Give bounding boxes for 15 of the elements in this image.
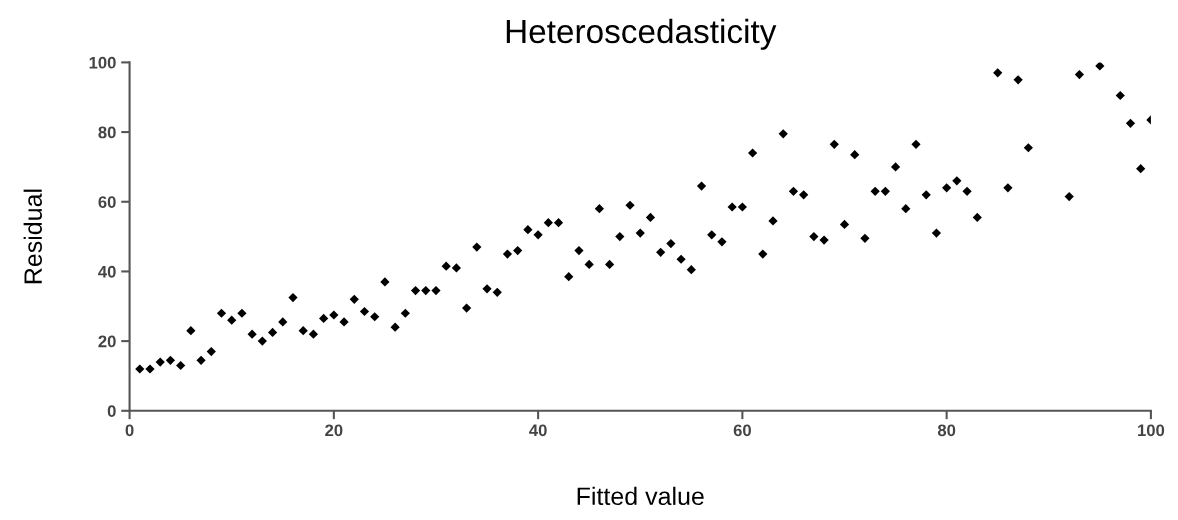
y-tick-label: 0 xyxy=(107,405,116,417)
chart-title: Heteroscedasticity xyxy=(506,18,777,50)
x-tick-label: 60 xyxy=(733,424,751,437)
x-tick-label: 0 xyxy=(125,424,134,437)
x-axis-title: Fitted value xyxy=(577,486,704,506)
y-tick-label: 60 xyxy=(98,196,116,208)
x-tick-label: 40 xyxy=(529,424,547,437)
x-tick-label: 100 xyxy=(1138,424,1165,437)
y-tick-label: 20 xyxy=(98,335,116,348)
y-axis-title: Residual xyxy=(23,189,42,284)
y-tick-label: 40 xyxy=(98,265,116,278)
y-tick-label: 100 xyxy=(89,56,116,69)
x-tick-label: 80 xyxy=(937,424,956,437)
y-tick-label: 80 xyxy=(98,126,116,139)
x-tick-label: 20 xyxy=(325,424,343,437)
